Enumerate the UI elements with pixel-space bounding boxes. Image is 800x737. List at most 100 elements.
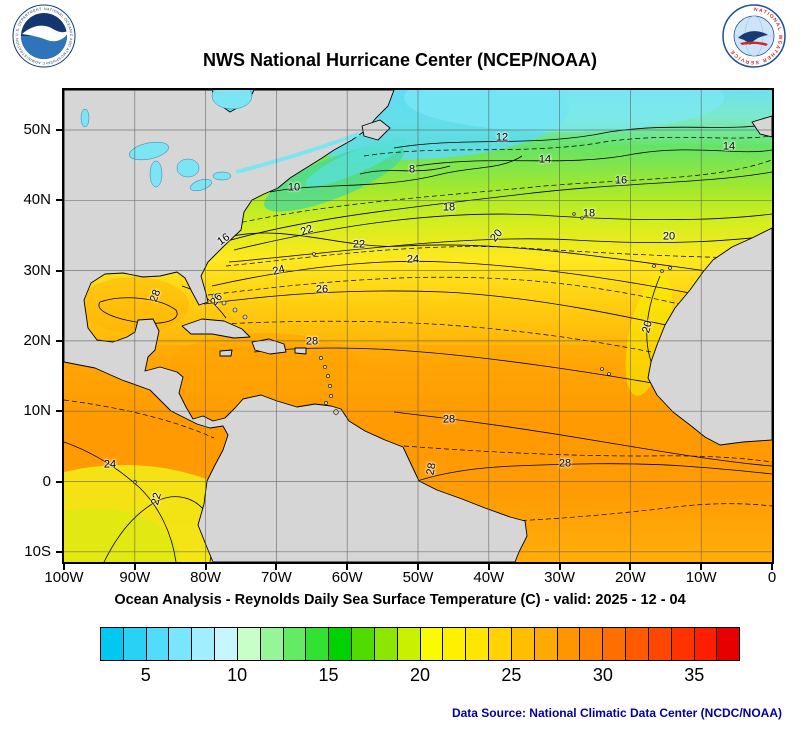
- lake-superior: [129, 141, 169, 161]
- colorbar-cell: [329, 628, 353, 660]
- lat-tick-label: 30N: [23, 261, 51, 279]
- lake-winnipeg: [80, 108, 90, 128]
- colorbar-cell: [397, 628, 421, 660]
- lat-tick-label: 50N: [23, 121, 51, 138]
- colorbar-tick-label: 10: [227, 665, 248, 685]
- colorbar-cell: [443, 628, 467, 660]
- europe-sliver: [751, 115, 772, 138]
- colorbar-cell: [352, 628, 375, 660]
- north-and-south-america: [64, 90, 528, 562]
- lon-tick-mark: [558, 564, 561, 570]
- colorbar-cell: [626, 628, 649, 660]
- data-source-text: Data Source: National Climatic Data Cent…: [451, 706, 782, 720]
- lon-tick-mark: [63, 564, 65, 570]
- noaa-bird-icon: [22, 25, 71, 42]
- lon-tick-label: 80W: [190, 569, 222, 586]
- lake-ontario: [212, 171, 232, 181]
- colorbar-cell: [123, 628, 147, 660]
- puerto-rico-island: [294, 347, 307, 355]
- colorbar-cell: [648, 628, 672, 660]
- lat-tick-label: 40N: [23, 191, 51, 209]
- colorbar-cell: [237, 628, 261, 660]
- hudson-bay: [211, 90, 253, 110]
- colorbar-cell: [420, 628, 444, 660]
- lake-huron: [176, 158, 200, 178]
- lon-tick-label: 30W: [544, 569, 576, 586]
- map-frame: 10 8 12 14 14 16 16 18 18 20 20 20 22 22 24 24 26 26 28 28 2…: [62, 88, 774, 564]
- nws-logo-svg: NATIONAL WEATHER SERVICE: [722, 4, 786, 68]
- lon-tick-label: 100W: [44, 569, 84, 586]
- land-shapes: [64, 90, 772, 562]
- lake-erie: [190, 178, 212, 192]
- colorbar-cell: [717, 628, 740, 660]
- lon-axis: 100W 90W 80W 70W 60W 50W 40W 30W 20W 10W 0: [44, 569, 776, 589]
- colorbar-cell: [146, 628, 170, 660]
- lon-tick-mark: [771, 564, 773, 570]
- colorbar-tick-label: 15: [318, 665, 339, 685]
- lon-tick-label: 50W: [402, 569, 434, 586]
- colorbar-cell: [215, 628, 238, 660]
- lon-tick-label: 40W: [473, 569, 505, 586]
- colorbar-cell: [511, 628, 535, 660]
- colorbar-cell: [489, 628, 512, 660]
- colorbar-cell: [169, 628, 193, 660]
- colorbar-tick-label: 25: [501, 665, 522, 685]
- st-lawrence-river: [235, 132, 360, 174]
- nws-logo: NATIONAL WEATHER SERVICE: [722, 4, 786, 68]
- noaa-logo-svg: NATIONAL OCEANIC AND ATMOSPHERIC ADMINIS…: [10, 1, 76, 68]
- sst-map: [64, 90, 772, 562]
- lakes: [80, 90, 360, 192]
- lon-tick-label: 10W: [685, 569, 717, 586]
- colorbar-tick-label: 20: [409, 665, 431, 685]
- page-title: NWS National Hurricane Center (NCEP/NOAA…: [202, 50, 598, 70]
- colorbar-cell: [374, 628, 398, 660]
- lat-tick-mark: [56, 339, 62, 342]
- lat-tick-mark: [56, 410, 62, 413]
- lon-tick-mark: [417, 564, 419, 570]
- colorbar-cell: [580, 628, 604, 660]
- lon-tick-mark: [487, 564, 490, 570]
- colorbar-cell: [603, 628, 627, 660]
- lake-michigan: [149, 160, 163, 188]
- colorbar-cell: [694, 628, 718, 660]
- lat-tick-label: 10N: [23, 402, 51, 420]
- nws-bird-icon: [738, 31, 768, 45]
- colorbar-cell: [557, 628, 581, 660]
- noaa-logo: NATIONAL OCEANIC AND ATMOSPHERIC ADMINIS…: [10, 1, 76, 68]
- lon-tick-mark: [204, 564, 207, 570]
- colorbar-cell: [283, 628, 307, 660]
- colorbar-cell: [260, 628, 284, 660]
- map-caption: Ocean Analysis - Reynolds Daily Sea Surf…: [114, 592, 686, 608]
- lat-tick-mark: [56, 269, 62, 272]
- colorbar-tick-label: 30: [592, 665, 613, 685]
- lon-tick-mark: [346, 564, 349, 570]
- grid-lines: [64, 90, 772, 562]
- africa: [647, 227, 772, 446]
- lat-tick-label: 20N: [23, 331, 51, 349]
- lon-tick-label: 0: [767, 569, 777, 586]
- colorbar-cell: [671, 628, 695, 660]
- lat-tick-mark: [56, 199, 62, 202]
- lat-axis: 50N 40N 30N 20N 10N 0 10S: [0, 90, 56, 562]
- lat-tick-mark: [56, 550, 62, 553]
- hispaniola-island: [251, 338, 287, 355]
- lon-tick-mark: [275, 564, 278, 570]
- nws-red-streak: [740, 41, 768, 46]
- colorbar-cell: [101, 628, 124, 660]
- colorbar-cell: [466, 628, 490, 660]
- lat-tick-mark: [56, 129, 62, 131]
- lon-tick-label: 70W: [260, 569, 292, 586]
- colorbar-cell: [534, 628, 558, 660]
- colorbar-cell: [192, 628, 216, 660]
- colorbar-cell: [306, 628, 330, 660]
- colorbar-tick-label: 5: [140, 665, 151, 685]
- lon-tick-mark: [629, 564, 632, 570]
- lat-tick-label: 0: [42, 472, 51, 490]
- jamaica-island: [219, 349, 233, 357]
- lat-tick-mark: [56, 480, 62, 483]
- lon-tick-mark: [133, 564, 136, 570]
- lon-tick-label: 20W: [614, 569, 646, 586]
- colorbar-tick-label: 35: [684, 665, 705, 685]
- lon-tick-label: 90W: [119, 569, 151, 586]
